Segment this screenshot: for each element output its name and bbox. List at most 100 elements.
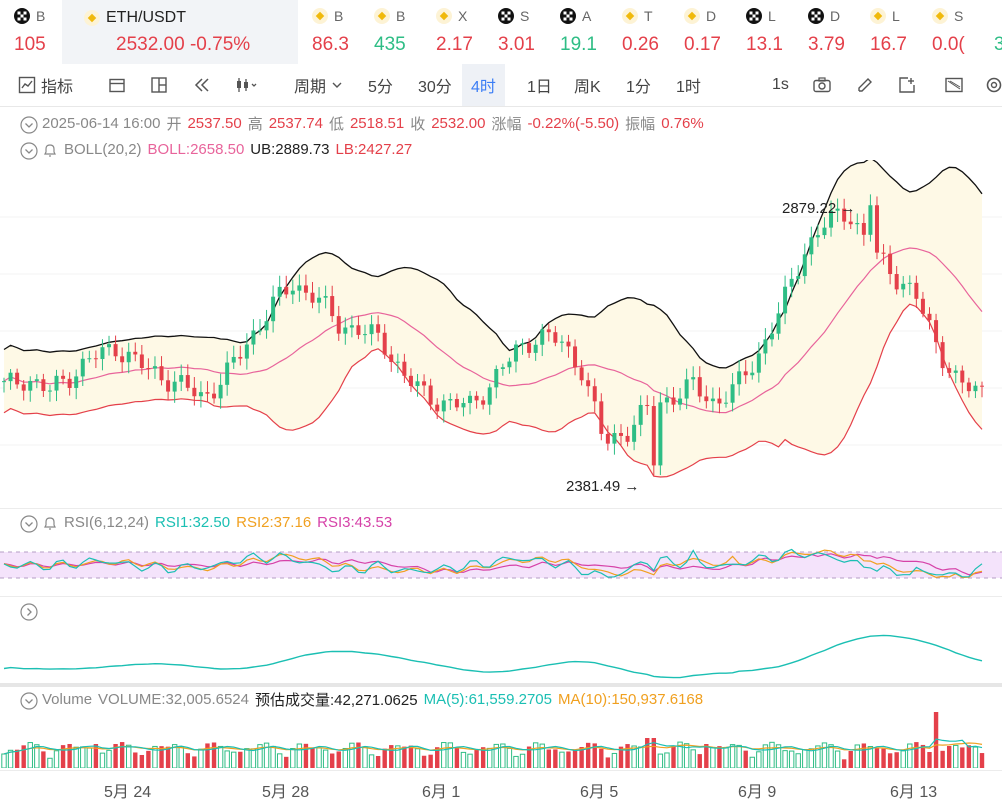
candle-body — [21, 384, 26, 391]
candle-body — [415, 381, 420, 386]
candle-body — [592, 386, 597, 402]
amp-label: 振幅 — [625, 116, 656, 133]
candle-body — [612, 433, 617, 444]
ticker-item[interactable]: D 3.79 — [794, 0, 856, 64]
chevron-right-circle-icon[interactable] — [20, 603, 38, 621]
ticker-item[interactable]: B 435 — [360, 0, 422, 64]
rsi-chart[interactable] — [0, 540, 1002, 592]
ticker-item[interactable]: ETH/USDT 2532.00 -0.75% — [62, 0, 298, 64]
volume-bar — [559, 751, 565, 768]
period-dropdown[interactable]: 周期 — [294, 64, 343, 106]
interval-tab[interactable]: 4时 — [462, 64, 505, 106]
volume-bar — [231, 751, 237, 768]
indicators-button[interactable]: 指标 — [18, 64, 73, 106]
volume-bar — [493, 743, 499, 768]
bell-icon[interactable] — [42, 515, 58, 531]
candle-body — [737, 371, 742, 385]
volume-bar — [467, 753, 473, 768]
candle-body — [848, 221, 853, 225]
ticker-item[interactable]: X 2.17 — [422, 0, 484, 64]
ticker-price: 16.7 — [870, 34, 907, 55]
boll-lb: LB:2427.27 — [335, 141, 413, 158]
interval-tab[interactable]: 1日 — [527, 79, 552, 96]
ticker-item[interactable]: S 0.0( — [918, 0, 980, 64]
collapsed-pane-toggle[interactable] — [20, 603, 38, 621]
x-axis-label: 5月 28 — [262, 784, 310, 801]
rsi-label: RSI(6,12,24) — [64, 514, 150, 531]
candle-body — [205, 392, 210, 394]
settings-button[interactable] — [984, 64, 1002, 106]
candle-body — [927, 313, 932, 321]
ticker-item[interactable]: A 19.1 — [546, 0, 608, 64]
candle-body — [973, 385, 978, 392]
interval-tab[interactable]: 周K — [574, 79, 601, 96]
candle-body — [120, 356, 125, 363]
bell-icon[interactable] — [42, 142, 58, 158]
draw-button[interactable] — [856, 64, 874, 106]
interval-tab[interactable]: 1分 — [626, 79, 651, 96]
high-price-marker: 2879.22 → — [782, 200, 856, 217]
candle-body — [461, 403, 466, 408]
volume-bar — [651, 738, 657, 768]
candle-body — [901, 283, 906, 290]
collapse-icon[interactable] — [20, 141, 38, 160]
ticker-item[interactable]: S 3.01 — [484, 0, 546, 64]
candle-body — [540, 329, 545, 345]
candle-body — [966, 382, 971, 392]
ticker-item[interactable]: L 16.7 — [856, 0, 918, 64]
price-chart[interactable] — [0, 160, 1002, 505]
collapse-icon[interactable] — [20, 115, 38, 134]
rewind-button[interactable] — [193, 64, 211, 106]
refresh-rate[interactable]: 1s — [772, 64, 789, 106]
candle-body — [861, 222, 866, 235]
volume-bar — [368, 754, 375, 768]
volume-bar — [99, 752, 106, 768]
ticker-item[interactable]: L 13.1 — [732, 0, 794, 64]
collapse-icon[interactable] — [20, 691, 38, 710]
candle-body — [829, 210, 834, 228]
chart-toolbar: 指标 周期 5分 30分 4时 1日 周K 1分 1时 1s — [0, 64, 1002, 106]
volume-bar — [723, 747, 729, 768]
volume-bar — [828, 744, 834, 768]
screenshot-button[interactable] — [812, 64, 832, 106]
ticker-item[interactable]: B 86.3 — [298, 0, 360, 64]
candle-body — [763, 339, 768, 354]
volume-bar — [605, 757, 611, 768]
layout-button[interactable] — [150, 64, 168, 106]
candle-body — [697, 377, 702, 397]
candle-body — [264, 321, 269, 331]
ticker-item[interactable]: 3 — [980, 0, 1002, 64]
ticker-item[interactable]: B 105 — [0, 0, 62, 64]
ticker-name: A — [582, 8, 592, 24]
candle-body — [179, 375, 184, 382]
volume-chart[interactable] — [0, 706, 1002, 768]
indicator-line-chart[interactable] — [0, 620, 1002, 682]
volume-bar — [671, 745, 676, 768]
volume-bar — [480, 747, 486, 768]
interval-tab[interactable]: 1时 — [676, 79, 701, 96]
candle-body — [376, 324, 381, 333]
interval-tab[interactable]: 30分 — [418, 79, 452, 96]
volume-bar — [217, 745, 224, 768]
volume-bar — [914, 742, 919, 768]
calendar-button[interactable] — [108, 64, 126, 106]
candle-body — [67, 378, 72, 388]
volume-bar — [60, 745, 66, 768]
add-window-button[interactable] — [898, 64, 916, 106]
volume-bar — [310, 748, 315, 768]
okx-icon — [498, 8, 514, 24]
volume-bar — [717, 746, 722, 768]
chart-type-button[interactable] — [234, 64, 258, 106]
interval-tab[interactable]: 5分 — [368, 79, 393, 96]
image-button[interactable] — [944, 64, 964, 106]
candle-body — [638, 404, 643, 425]
candle-body — [815, 235, 820, 238]
ticker-item[interactable]: D 0.17 — [670, 0, 732, 64]
collapse-icon[interactable] — [20, 514, 38, 533]
volume-bar — [211, 742, 217, 768]
ticker-item[interactable]: T 0.26 — [608, 0, 670, 64]
volume-bar — [342, 747, 349, 768]
candle-body — [533, 344, 538, 353]
candle-body — [888, 253, 893, 275]
